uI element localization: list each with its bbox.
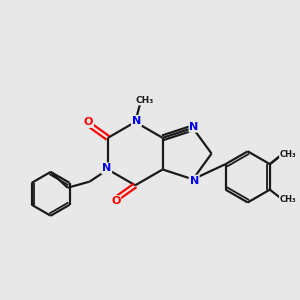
Text: CH₃: CH₃ <box>280 150 296 159</box>
Text: N: N <box>132 116 141 126</box>
Text: O: O <box>111 196 121 206</box>
Text: CH₃: CH₃ <box>280 195 296 204</box>
Text: O: O <box>84 117 93 127</box>
Text: CH₃: CH₃ <box>136 96 154 105</box>
Text: N: N <box>189 122 199 132</box>
Text: N: N <box>190 176 199 185</box>
Text: N: N <box>102 163 111 173</box>
